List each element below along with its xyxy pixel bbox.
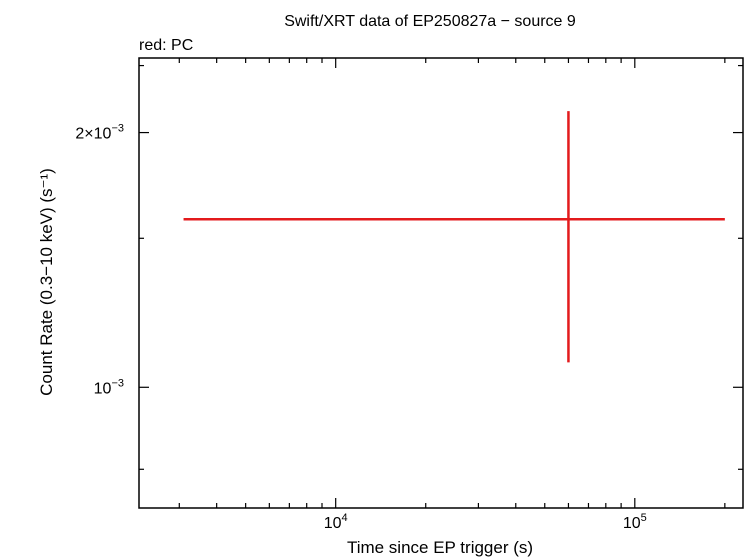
chart-title: Swift/XRT data of EP250827a − source 9 <box>284 13 576 30</box>
axis-tick-labels: 104 105 2×10−3 10−3 <box>75 123 646 532</box>
axis-ticks <box>139 58 743 508</box>
y-tick-label: 10−3 <box>94 377 124 397</box>
plot-border <box>138 57 744 509</box>
x-tick-label: 105 <box>623 512 647 532</box>
x-axis-label: Time since EP trigger (s) <box>347 538 533 557</box>
data-marks <box>183 111 725 363</box>
y-axis-label: Count Rate (0.3−10 keV) (s⁻¹) <box>37 168 56 396</box>
x-tick-label: 104 <box>324 512 348 532</box>
plot-frame <box>138 57 744 509</box>
y-tick-label: 2×10−3 <box>75 123 124 143</box>
chart-subtitle: red: PC <box>139 37 193 54</box>
